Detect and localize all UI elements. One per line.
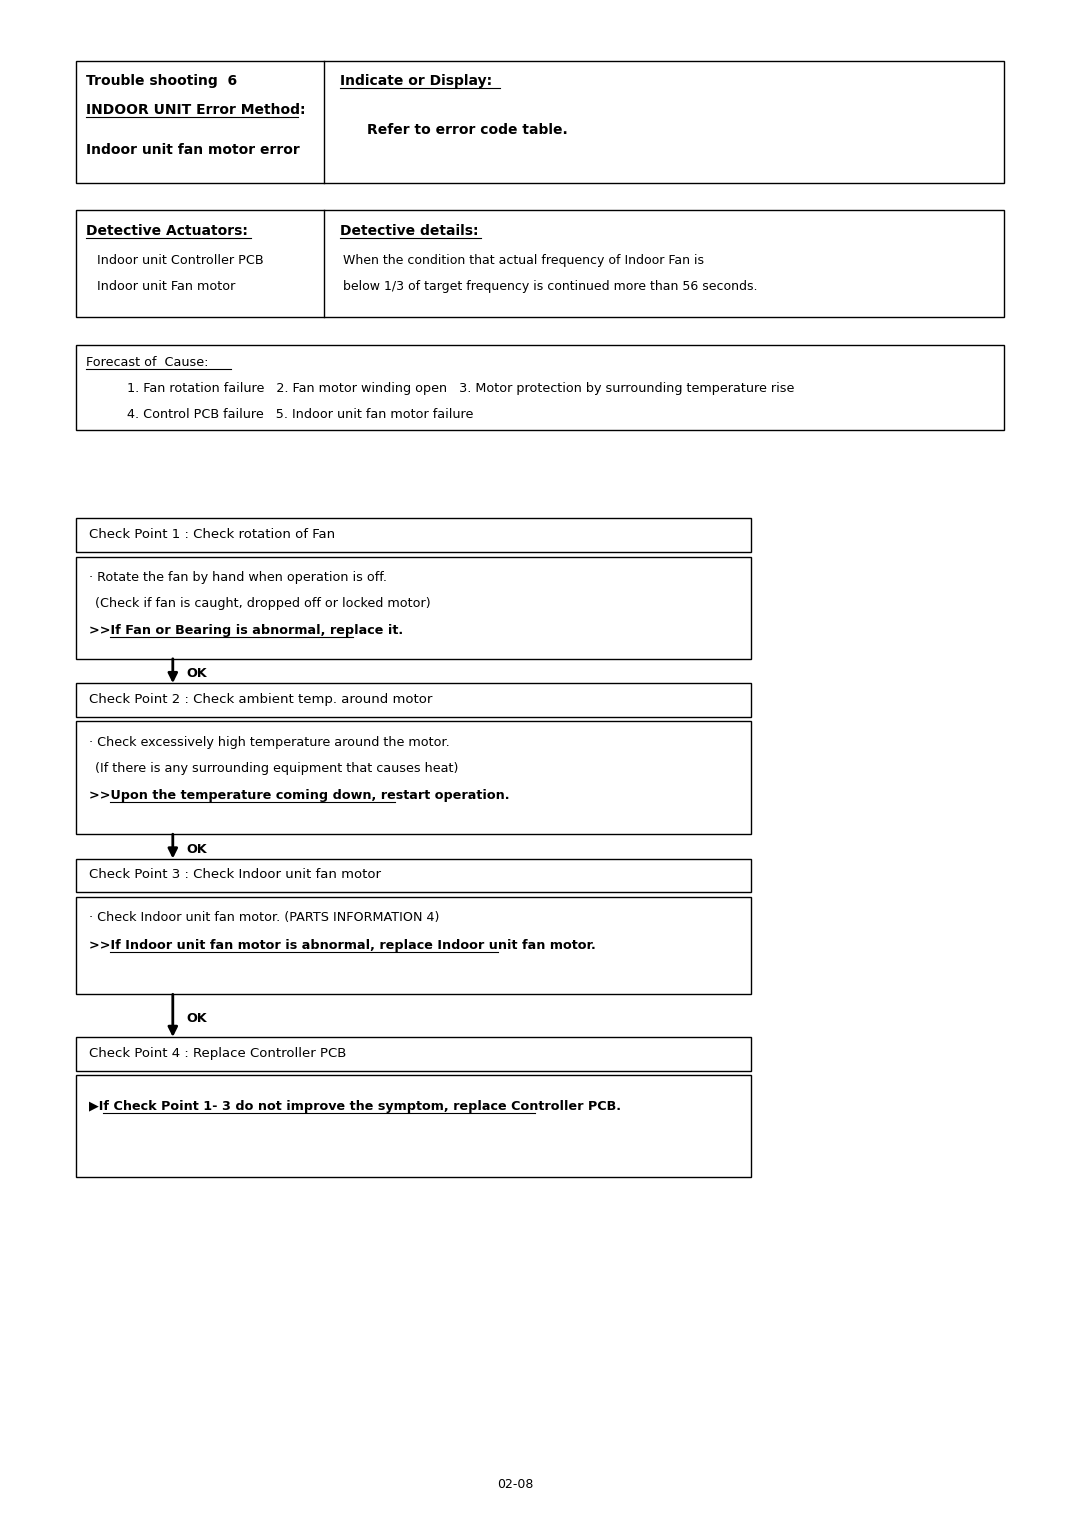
Text: Check Point 1 : Check rotation of Fan: Check Point 1 : Check rotation of Fan <box>89 528 335 541</box>
Text: Indoor unit fan motor error: Indoor unit fan motor error <box>86 143 300 157</box>
Text: INDOOR UNIT Error Method:: INDOOR UNIT Error Method: <box>86 104 306 117</box>
Bar <box>76 557 751 659</box>
Text: Detective details:: Detective details: <box>340 224 478 238</box>
Text: OK: OK <box>187 666 207 680</box>
Text: When the condition that actual frequency of Indoor Fan is: When the condition that actual frequency… <box>343 253 704 267</box>
Text: Indicate or Display:: Indicate or Display: <box>340 75 492 88</box>
Bar <box>76 345 1004 430</box>
Text: Check Point 3 : Check Indoor unit fan motor: Check Point 3 : Check Indoor unit fan mo… <box>89 868 380 881</box>
Text: · Check excessively high temperature around the motor.: · Check excessively high temperature aro… <box>89 735 449 749</box>
Bar <box>76 859 751 892</box>
Bar <box>76 518 751 552</box>
Text: ▶If Check Point 1- 3 do not improve the symptom, replace Controller PCB.: ▶If Check Point 1- 3 do not improve the … <box>89 1100 621 1113</box>
Text: (If there is any surrounding equipment that causes heat): (If there is any surrounding equipment t… <box>91 761 458 775</box>
Text: OK: OK <box>187 842 207 856</box>
Text: 02-08: 02-08 <box>497 1478 534 1491</box>
Text: Indoor unit Fan motor: Indoor unit Fan motor <box>97 279 235 293</box>
Text: OK: OK <box>187 1011 207 1025</box>
Text: Forecast of  Cause:: Forecast of Cause: <box>86 355 208 369</box>
Bar <box>76 61 1004 183</box>
Bar <box>76 210 1004 317</box>
Bar <box>76 1075 751 1177</box>
Text: · Check Indoor unit fan motor. (PARTS INFORMATION 4): · Check Indoor unit fan motor. (PARTS IN… <box>89 910 438 924</box>
Text: Trouble shooting  6: Trouble shooting 6 <box>86 75 238 88</box>
Text: >>Upon the temperature coming down, restart operation.: >>Upon the temperature coming down, rest… <box>89 788 509 802</box>
Bar <box>76 1037 751 1071</box>
Text: 4. Control PCB failure   5. Indoor unit fan motor failure: 4. Control PCB failure 5. Indoor unit fa… <box>127 407 474 421</box>
Bar <box>76 897 751 994</box>
Text: Check Point 2 : Check ambient temp. around motor: Check Point 2 : Check ambient temp. arou… <box>89 692 432 706</box>
Bar <box>76 683 751 717</box>
Text: Indoor unit Controller PCB: Indoor unit Controller PCB <box>97 253 264 267</box>
Text: >>If Indoor unit fan motor is abnormal, replace Indoor unit fan motor.: >>If Indoor unit fan motor is abnormal, … <box>89 938 595 952</box>
Text: Refer to error code table.: Refer to error code table. <box>367 124 568 137</box>
Text: Detective Actuators:: Detective Actuators: <box>86 224 248 238</box>
Text: · Rotate the fan by hand when operation is off.: · Rotate the fan by hand when operation … <box>89 570 387 584</box>
Text: >>If Fan or Bearing is abnormal, replace it.: >>If Fan or Bearing is abnormal, replace… <box>89 624 403 637</box>
Text: 1. Fan rotation failure   2. Fan motor winding open   3. Motor protection by sur: 1. Fan rotation failure 2. Fan motor win… <box>127 381 795 395</box>
Bar <box>76 721 751 834</box>
Text: (Check if fan is caught, dropped off or locked motor): (Check if fan is caught, dropped off or … <box>91 596 430 610</box>
Text: Check Point 4 : Replace Controller PCB: Check Point 4 : Replace Controller PCB <box>89 1046 346 1060</box>
Text: below 1/3 of target frequency is continued more than 56 seconds.: below 1/3 of target frequency is continu… <box>343 279 758 293</box>
